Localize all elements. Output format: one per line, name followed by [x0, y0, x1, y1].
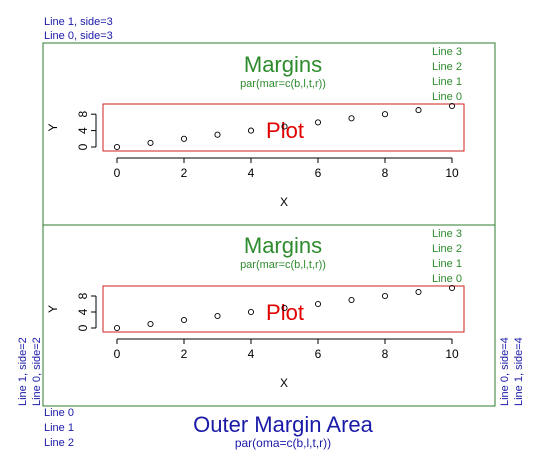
data-point: [381, 292, 389, 300]
data-point: [247, 127, 255, 134]
outer-bottom-line-2: Line 2: [44, 437, 74, 449]
data-point: [214, 312, 221, 320]
margins-subtitle-2: par(mar=c(b,l,t,r)): [240, 259, 326, 271]
outer-right-line-0: Line 0, side=4: [499, 337, 511, 406]
plot-region-border: [102, 285, 465, 333]
data-point: [415, 107, 422, 114]
outer-top-line-0: Line 0, side=3: [44, 30, 113, 42]
data-point: [180, 135, 188, 142]
x-axis-label: X: [280, 195, 288, 209]
x-axis-label: X: [280, 376, 288, 390]
x-tick-label: 6: [315, 347, 322, 361]
data-point: [381, 111, 389, 118]
x-tick-label: 8: [382, 347, 389, 361]
x-tick-label: 4: [248, 347, 255, 361]
x-tick-label: 8: [382, 166, 389, 180]
data-point: [314, 300, 322, 308]
data-point: [348, 296, 355, 304]
y-tick-label: 4: [76, 308, 90, 315]
margin-line-0-1: Line 0: [432, 91, 462, 103]
data-point: [448, 284, 456, 292]
data-point: [281, 304, 288, 312]
margin-line-2-2: Line 2: [432, 243, 462, 255]
margin-line-0-2: Line 0: [432, 273, 462, 285]
margins-title-2: Margins: [244, 233, 322, 258]
data-point: [214, 131, 221, 138]
margin-line-1-2: Line 1: [432, 258, 462, 270]
plot-area-2: Plot 0 2 4 6 8 10 X 0 4 8 Y: [46, 284, 465, 390]
margins-title-1: Margins: [244, 52, 322, 77]
outer-left-line-1: Line 1, side=2: [17, 337, 29, 406]
data-point: [180, 316, 188, 324]
outer-top-line-1: Line 1, side=3: [44, 16, 113, 28]
x-tick-label: 6: [315, 166, 322, 180]
outer-left-line-0: Line 0, side=2: [31, 337, 43, 406]
data-point: [348, 115, 355, 122]
x-tick-label: 0: [114, 347, 121, 361]
x-tick-label: 4: [248, 166, 255, 180]
data-point: [113, 324, 121, 332]
plot-area-1: Plot 0 2 4 6 8 10 X 0 4 8 Y: [46, 102, 465, 209]
plot-label: Plot: [266, 118, 304, 143]
x-tick-label: 10: [445, 166, 459, 180]
data-point: [113, 143, 121, 151]
y-axis-label: Y: [46, 123, 60, 131]
outer-right-line-1: Line 1, side=4: [513, 337, 525, 406]
margin-line-3-2: Line 3: [432, 228, 462, 240]
data-point: [247, 308, 255, 316]
y-tick-label: 4: [76, 127, 90, 134]
data-point: [147, 320, 154, 328]
y-tick-label: 0: [76, 143, 90, 150]
outer-title: Outer Margin Area: [193, 412, 374, 437]
outer-bottom-line-0: Line 0: [44, 407, 74, 419]
x-tick-label: 2: [181, 347, 188, 361]
margin-line-1-1: Line 1: [432, 76, 462, 88]
data-point: [314, 119, 322, 126]
x-tick-label: 10: [445, 347, 459, 361]
plot-region-border: [102, 103, 465, 152]
y-tick-label: 0: [76, 324, 90, 331]
margins-subtitle-1: par(mar=c(b,l,t,r)): [240, 78, 326, 90]
data-point: [147, 139, 154, 146]
data-point: [281, 123, 288, 130]
margin-line-2-1: Line 2: [432, 61, 462, 73]
y-tick-label: 8: [76, 111, 90, 118]
y-tick-label: 8: [76, 292, 90, 299]
plot-label: Plot: [266, 300, 304, 325]
data-point: [448, 102, 456, 110]
x-tick-label: 0: [114, 166, 121, 180]
outer-bottom-line-1: Line 1: [44, 422, 74, 434]
margin-line-3-1: Line 3: [432, 46, 462, 58]
outer-subtitle: par(oma=c(b,l,t,r)): [235, 436, 331, 450]
data-point: [415, 288, 422, 296]
y-axis-label: Y: [46, 305, 60, 313]
x-tick-label: 2: [181, 166, 188, 180]
